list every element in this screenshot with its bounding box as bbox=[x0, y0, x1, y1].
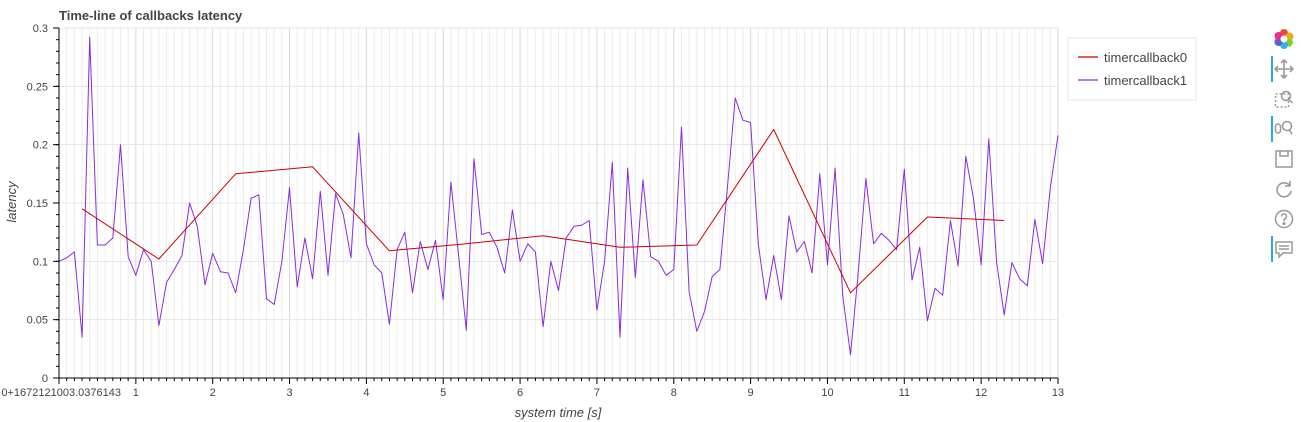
series-line-timercallback1 bbox=[58, 36, 1059, 356]
x-tick-label: 11 bbox=[899, 387, 910, 399]
series-line-timercallback0 bbox=[81, 129, 1005, 294]
legend: timercallback0 timercallback1 bbox=[1067, 37, 1197, 101]
legend-label: timercallback1 bbox=[1104, 73, 1187, 88]
save-tool[interactable] bbox=[1270, 144, 1298, 174]
x-tick-label: 5 bbox=[440, 387, 446, 399]
x-axis-label: system time [s] bbox=[515, 405, 602, 420]
pan-tool[interactable] bbox=[1270, 54, 1298, 84]
x-tick-label: 13 bbox=[1052, 387, 1064, 399]
help-icon bbox=[1274, 209, 1294, 229]
reset-tool[interactable] bbox=[1270, 174, 1298, 204]
x-tick-label: 6 bbox=[517, 387, 523, 399]
reset-icon bbox=[1274, 179, 1294, 199]
wheel-zoom-icon bbox=[1274, 119, 1294, 139]
x-tick-label: 8 bbox=[671, 387, 677, 399]
x-tick-label: 4 bbox=[363, 387, 369, 399]
x-tick-label: 7 bbox=[594, 387, 600, 399]
y-tick-label: 0.3 bbox=[33, 23, 48, 35]
x-tick-label: 0+1672121003.0376143 bbox=[1, 387, 121, 399]
help-tool[interactable] bbox=[1270, 204, 1298, 234]
y-axis-label: latency bbox=[4, 180, 19, 223]
y-tick-label: 0.05 bbox=[27, 315, 48, 327]
legend-box bbox=[1067, 37, 1197, 101]
y-tick-label: 0.2 bbox=[33, 140, 48, 152]
hover-icon bbox=[1274, 239, 1294, 259]
wheel-zoom-tool[interactable] bbox=[1270, 114, 1298, 144]
y-tick-label: 0.15 bbox=[27, 198, 48, 210]
y-tick-label: 0.25 bbox=[27, 81, 48, 93]
x-tick-label: 3 bbox=[286, 387, 292, 399]
x-tick-label: 12 bbox=[975, 387, 987, 399]
y-tick-label: 0 bbox=[42, 373, 48, 385]
hover-tool[interactable] bbox=[1270, 234, 1298, 264]
y-tick-label: 0.1 bbox=[33, 256, 48, 268]
box-zoom-tool[interactable] bbox=[1270, 84, 1298, 114]
box-zoom-icon bbox=[1274, 89, 1294, 109]
legend-label: timercallback0 bbox=[1104, 50, 1187, 65]
toolbar bbox=[1270, 24, 1298, 264]
series-layer bbox=[58, 36, 1059, 356]
axes: 0+1672121003.0376143 1 2 3 4 5 6 7 8 9 10 11 12 1300.… bbox=[1, 23, 1064, 399]
bokeh-logo-tool[interactable] bbox=[1270, 24, 1298, 54]
x-tick-label: 10 bbox=[821, 387, 833, 399]
save-icon bbox=[1274, 149, 1294, 169]
chart-title: Time-line of callbacks latency bbox=[59, 8, 243, 23]
x-tick-label: 2 bbox=[210, 387, 216, 399]
bokeh-logo-icon bbox=[1274, 29, 1294, 49]
pan-icon bbox=[1274, 59, 1294, 79]
x-tick-label: 9 bbox=[748, 387, 754, 399]
x-tick-label: 1 bbox=[133, 387, 139, 399]
